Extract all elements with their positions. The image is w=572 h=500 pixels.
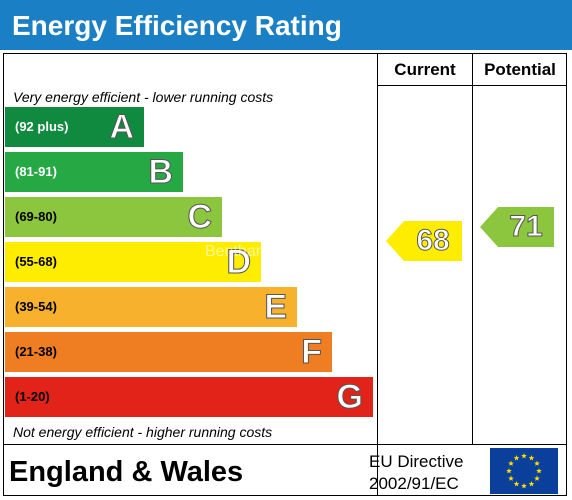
region-label: England & Wales bbox=[9, 456, 244, 488]
band-range-label: (81-91) bbox=[15, 164, 57, 179]
band-letter: A bbox=[109, 108, 135, 147]
band-letter: F bbox=[301, 333, 323, 372]
band-d: (55-68) D bbox=[5, 242, 261, 282]
eu-star-icon bbox=[508, 475, 514, 481]
band-range-label: (39-54) bbox=[15, 299, 57, 314]
potential-arrow-shape bbox=[480, 207, 554, 247]
potential-rating-arrow: 71 bbox=[480, 207, 554, 247]
page-title: Energy Efficiency Rating bbox=[12, 10, 342, 41]
band-g: (1-20) G bbox=[5, 377, 373, 417]
eu-star-icon bbox=[513, 480, 520, 487]
band-range-label: (21-38) bbox=[15, 344, 57, 359]
divider-potential bbox=[472, 53, 473, 445]
eu-star-icon bbox=[536, 468, 542, 474]
eu-directive: EU Directive 2002/91/EC bbox=[369, 451, 463, 495]
band-letter: D bbox=[226, 243, 252, 282]
band-letter: E bbox=[264, 288, 288, 327]
band-range-label: (92 plus) bbox=[15, 119, 69, 134]
band-e: (39-54) E bbox=[5, 287, 297, 327]
eu-stars-icon bbox=[506, 453, 542, 489]
top-note: Very energy efficient - lower running co… bbox=[13, 89, 274, 105]
band-b: (81-91) B bbox=[5, 152, 183, 192]
band-c: (69-80) C bbox=[5, 197, 222, 237]
band-letter: C bbox=[187, 198, 213, 237]
eu-star-icon bbox=[521, 453, 527, 459]
column-header-potential: Potential bbox=[484, 60, 556, 79]
rating-frame bbox=[3, 53, 567, 496]
title-bar: Energy Efficiency Rating bbox=[0, 0, 572, 50]
band-range-label: (1-20) bbox=[15, 389, 50, 404]
current-rating-arrow: 68 bbox=[386, 221, 462, 261]
band-letter: B bbox=[148, 153, 174, 192]
current-arrow-shape bbox=[386, 221, 462, 261]
eu-directive-line1: EU Directive bbox=[369, 452, 464, 471]
eu-star-icon bbox=[534, 475, 540, 481]
bottom-note: Not energy efficient - higher running co… bbox=[13, 424, 273, 440]
eu-star-icon bbox=[528, 480, 535, 487]
band-range-label: (55-68) bbox=[15, 254, 57, 269]
band-letter: G bbox=[336, 378, 363, 417]
band-a: (92 plus) A bbox=[5, 107, 144, 147]
band-range-label: (69-80) bbox=[15, 209, 57, 224]
eu-star-icon bbox=[508, 460, 514, 466]
eu-star-icon bbox=[506, 468, 512, 474]
column-header-current: Current bbox=[394, 60, 456, 79]
current-rating-value: 68 bbox=[416, 224, 450, 258]
footer-divider bbox=[3, 444, 567, 445]
eu-star-icon bbox=[528, 455, 535, 461]
eu-flag-icon bbox=[490, 448, 558, 494]
potential-rating-value: 71 bbox=[509, 210, 543, 244]
eu-star-icon bbox=[513, 455, 520, 461]
band-f: (21-38) F bbox=[5, 332, 332, 372]
eu-star-icon bbox=[521, 483, 527, 489]
header-divider bbox=[377, 85, 567, 86]
eu-directive-line2: 2002/91/EC bbox=[369, 474, 459, 493]
eu-star-icon bbox=[534, 460, 540, 466]
divider-current bbox=[377, 53, 378, 496]
watermark: Bentham bbox=[205, 243, 270, 260]
